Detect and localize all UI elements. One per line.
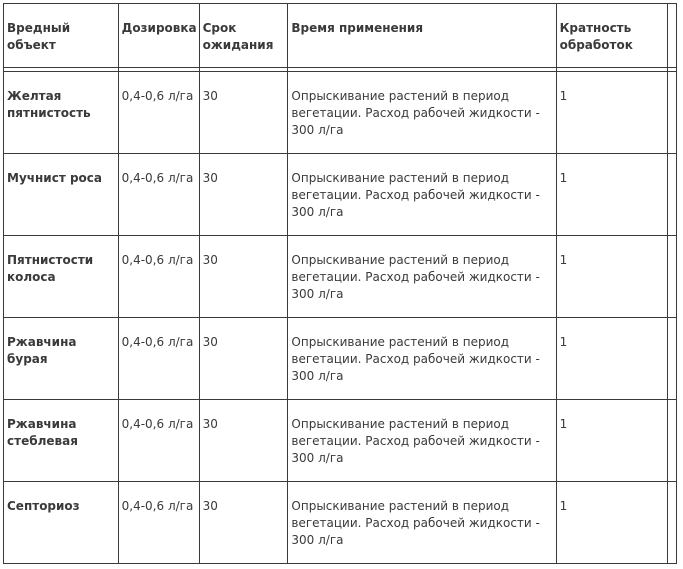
cell-dose: 0,4-0,6 л/га [117, 317, 200, 400]
header-time: Время применения [287, 3, 557, 68]
cell-count: 1 [555, 71, 669, 154]
cell-count: 1 [555, 399, 669, 482]
header-wait: Срок ожидания [198, 3, 289, 68]
cell-empty [667, 235, 677, 318]
cell-count: 1 [555, 235, 669, 318]
cell-wait: 30 [198, 235, 289, 318]
cell-object: Ржавчина стеблевая [3, 399, 119, 482]
cell-object: Ржавчина бурая [3, 317, 119, 400]
header-count: Кратность обработок [555, 3, 669, 68]
header-object: Вредный объект [3, 3, 119, 68]
cell-wait: 30 [198, 153, 289, 236]
table-row: Септориоз 0,4-0,6 л/га 30 Опрыскивание раст… [3, 481, 677, 564]
cell-wait: 30 [198, 399, 289, 482]
cell-dose: 0,4-0,6 л/га [117, 399, 200, 482]
table-row: Пятнистости колоса 0,4-0,6 л/га 30 Опрыскив… [3, 235, 677, 318]
treatment-table: Вредный объект Дозировка Срок ожидания В… [3, 3, 677, 564]
cell-time: Опрыскивание растений в период вегетации… [287, 153, 557, 236]
cell-wait: 30 [198, 71, 289, 154]
header-empty [667, 3, 677, 68]
table-row: Ржавчина стеблевая 0,4-0,6 л/га 30 Опрыскив… [3, 399, 677, 482]
cell-dose: 0,4-0,6 л/га [117, 481, 200, 564]
cell-time: Опрыскивание растений в период вегетации… [287, 399, 557, 482]
cell-count: 1 [555, 317, 669, 400]
table-row: Желтая пятнистость 0,4-0,6 л/га 30 Опрыскив… [3, 71, 677, 154]
cell-empty [667, 71, 677, 154]
cell-object: Желтая пятнистость [3, 71, 119, 154]
cell-dose: 0,4-0,6 л/га [117, 153, 200, 236]
header-dose: Дозировка [117, 3, 200, 68]
header-row: Вредный объект Дозировка Срок ожидания В… [3, 3, 677, 68]
cell-wait: 30 [198, 317, 289, 400]
table-row: Мучнист роса 0,4-0,6 л/га 30 Опрыскивание р… [3, 153, 677, 236]
cell-time: Опрыскивание растений в период вегетации… [287, 317, 557, 400]
cell-time: Опрыскивание растений в период вегетации… [287, 481, 557, 564]
cell-dose: 0,4-0,6 л/га [117, 235, 200, 318]
cell-empty [667, 153, 677, 236]
table-row: Ржавчина бурая 0,4-0,6 л/га 30 Опрыскивание… [3, 317, 677, 400]
cell-empty [667, 317, 677, 400]
cell-count: 1 [555, 481, 669, 564]
cell-count: 1 [555, 153, 669, 236]
cell-object: Септориоз [3, 481, 119, 564]
cell-object: Пятнистости колоса [3, 235, 119, 318]
cell-empty [667, 399, 677, 482]
cell-object: Мучнист роса [3, 153, 119, 236]
cell-dose: 0,4-0,6 л/га [117, 71, 200, 154]
cell-time: Опрыскивание растений в период вегетации… [287, 71, 557, 154]
cell-empty [667, 481, 677, 564]
cell-wait: 30 [198, 481, 289, 564]
cell-time: Опрыскивание растений в период вегетации… [287, 235, 557, 318]
